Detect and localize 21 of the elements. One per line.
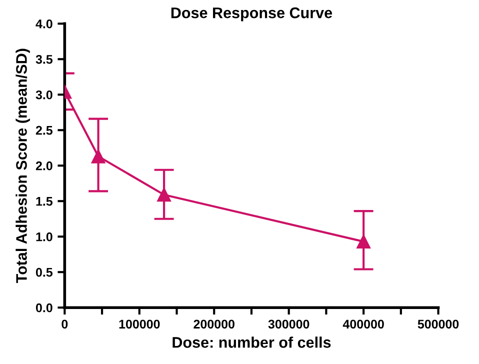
y-axis-title: Total Adhesion Score (mean/SD) — [16, 48, 30, 284]
x-axis-title: Dose: number of cells — [172, 336, 331, 348]
y-tick-label: 2.5 — [36, 126, 53, 135]
point — [157, 188, 171, 202]
y-tick-label: 2.0 — [36, 161, 52, 170]
x-tick-label: 200000 — [194, 320, 234, 329]
x-tick-label: 0 — [62, 320, 68, 329]
x-tick-label: 300000 — [268, 320, 310, 329]
y-tick-label: 4.0 — [36, 19, 52, 28]
point — [91, 149, 106, 164]
y-tick-label: 1.0 — [36, 232, 52, 242]
y-tick-label: 0.0 — [36, 303, 52, 312]
y-tick-label: 3.0 — [36, 90, 52, 100]
point — [356, 234, 371, 249]
chart-title: Dose Response Curve — [171, 7, 332, 22]
y-tick-label: 3.5 — [36, 54, 53, 64]
x-tick-label: 500000 — [418, 320, 459, 329]
y-tick-label: 0.5 — [36, 268, 53, 277]
y-tick-label: 1.5 — [36, 197, 53, 206]
x-tick-label: 100000 — [119, 320, 160, 329]
x-tick-label: 400000 — [342, 320, 384, 329]
